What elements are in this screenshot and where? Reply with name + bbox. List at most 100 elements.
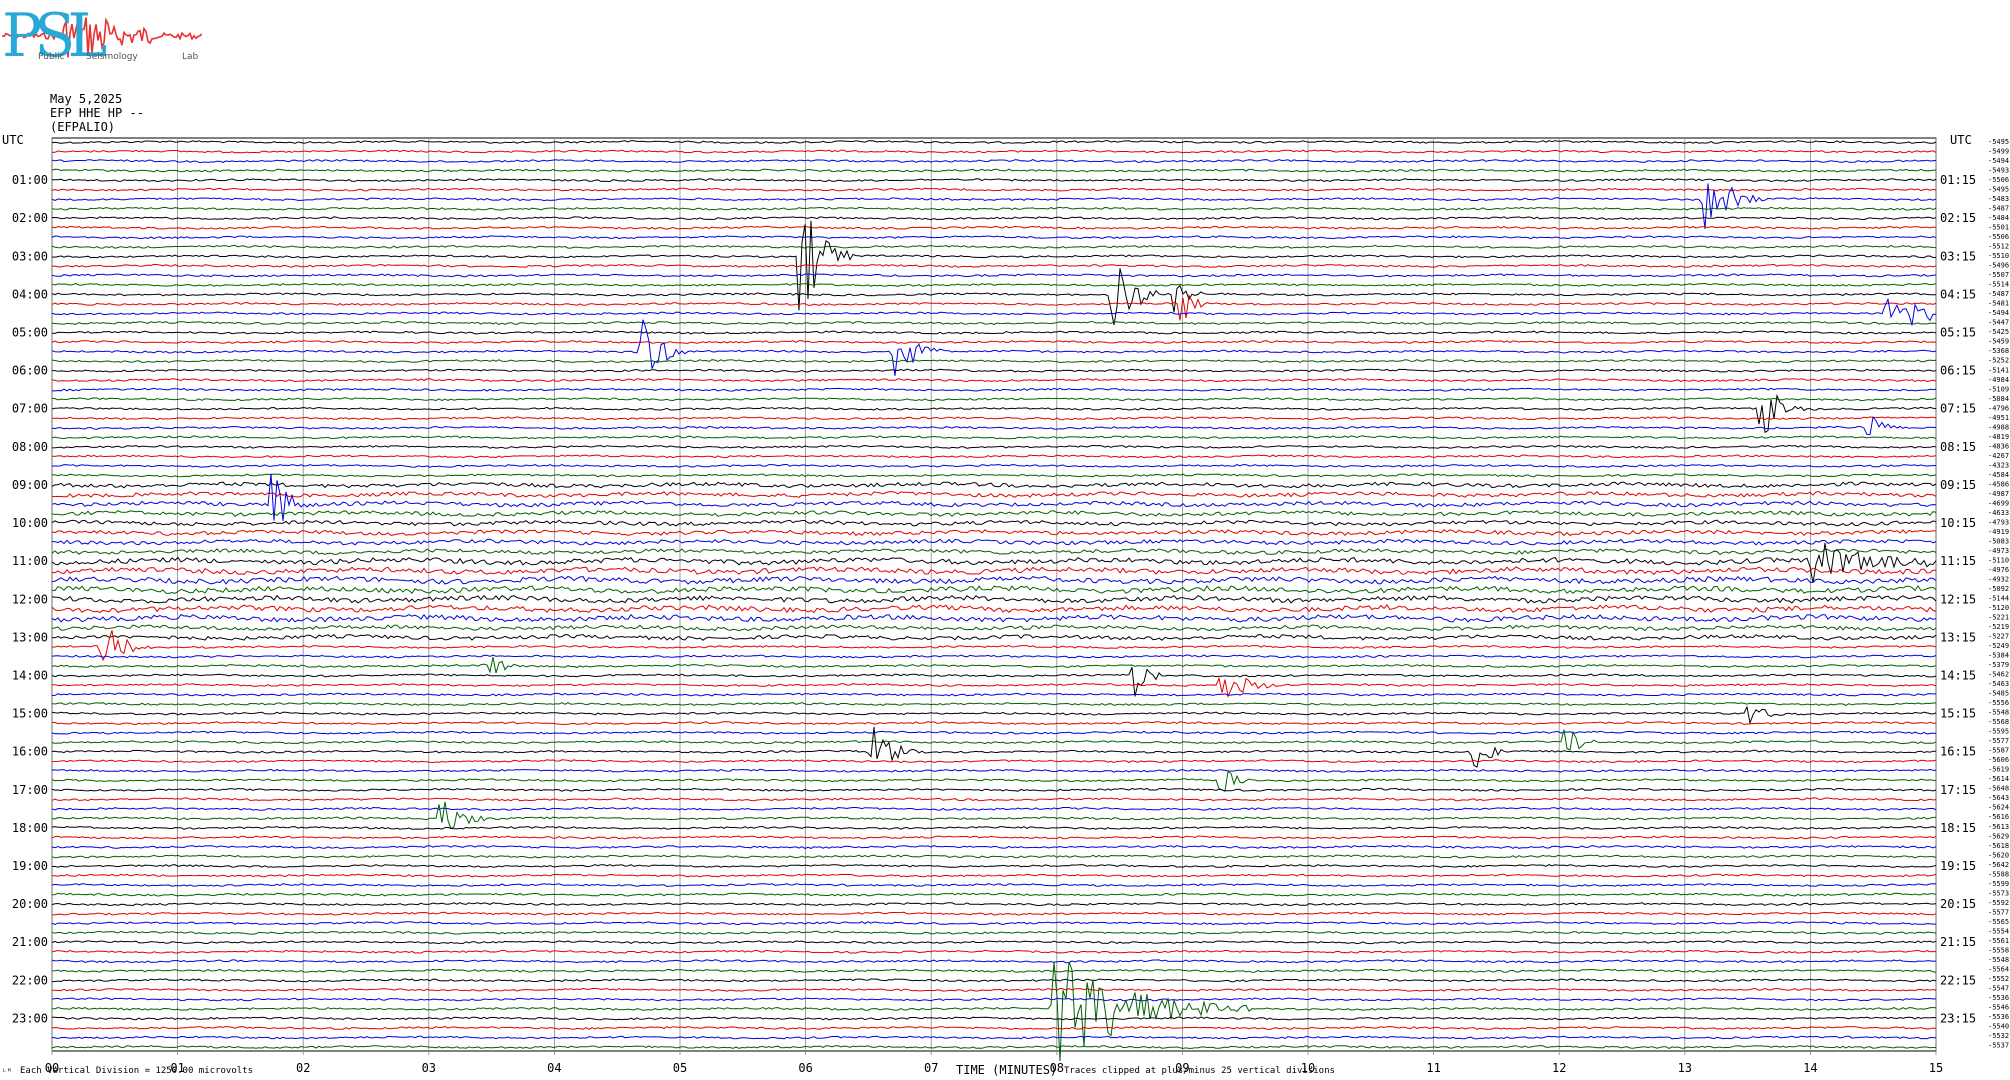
trace-offset-label: -5536 bbox=[1988, 994, 2009, 1002]
trace-offset-label: -5616 bbox=[1988, 813, 2009, 821]
x-tick-label: 10 bbox=[1301, 1061, 1315, 1075]
trace-offset-label: -5092 bbox=[1988, 585, 2009, 593]
trace-offset-label: -5565 bbox=[1988, 918, 2009, 926]
left-hour-label: 13:00 bbox=[12, 630, 48, 644]
logo-sub-left: Public bbox=[38, 52, 65, 62]
trace-offset-label: -5510 bbox=[1988, 252, 2009, 260]
right-hour-label: 20:15 bbox=[1940, 897, 1976, 911]
x-tick-label: 15 bbox=[1929, 1061, 1943, 1075]
psl-logo: PSL Public Seismology Lab bbox=[2, 2, 202, 72]
seismic-trace bbox=[51, 730, 1937, 735]
left-hour-label: 11:00 bbox=[12, 554, 48, 568]
right-hour-label: 23:15 bbox=[1940, 1011, 1976, 1025]
trace-offset-label: -4987 bbox=[1988, 490, 2009, 498]
trace-offset-label: -5483 bbox=[1988, 195, 2009, 203]
right-hour-label: 05:15 bbox=[1940, 326, 1976, 340]
seismic-trace bbox=[51, 921, 1936, 926]
seismic-trace bbox=[51, 319, 1937, 376]
seismic-trace bbox=[51, 797, 1937, 802]
right-hour-label: 02:15 bbox=[1940, 211, 1976, 225]
seismic-trace bbox=[51, 892, 1937, 897]
seismic-trace bbox=[51, 835, 1937, 840]
x-tick-label: 11 bbox=[1426, 1061, 1440, 1075]
trace-offset-label: -5368 bbox=[1988, 347, 2009, 355]
trace-offset-label: -4988 bbox=[1988, 423, 2009, 431]
seismic-trace bbox=[51, 519, 1937, 527]
trace-offset-label: -4976 bbox=[1988, 566, 2009, 574]
seismic-trace bbox=[51, 566, 1937, 576]
left-hour-label: 06:00 bbox=[12, 364, 48, 378]
trace-offset-label: -5494 bbox=[1988, 309, 2009, 317]
trace-offset-label: -4919 bbox=[1988, 528, 2009, 536]
right-hour-label: 13:15 bbox=[1940, 630, 1976, 644]
seismic-trace bbox=[51, 825, 1937, 830]
trace-offset-label: -5577 bbox=[1988, 737, 2009, 745]
seismic-trace bbox=[51, 729, 1937, 751]
trace-offset-label: -5463 bbox=[1988, 680, 2009, 688]
seismic-trace bbox=[51, 654, 1937, 659]
trace-offset-label: -5501 bbox=[1988, 224, 2009, 232]
header-date: May 5,2025 bbox=[50, 92, 123, 106]
trace-offset-label: -5599 bbox=[1988, 880, 2009, 888]
seismic-trace bbox=[51, 538, 1937, 546]
seismic-trace bbox=[51, 854, 1937, 859]
seismic-trace bbox=[51, 244, 1937, 249]
right-hour-label: 15:15 bbox=[1940, 707, 1976, 721]
seismic-trace bbox=[51, 397, 1937, 402]
left-hour-label: 20:00 bbox=[12, 897, 48, 911]
trace-offset-label: -5494 bbox=[1988, 157, 2009, 165]
seismic-trace bbox=[51, 997, 1937, 1002]
trace-offset-label: -4932 bbox=[1988, 575, 2009, 583]
trace-offset-label: -5540 bbox=[1988, 1022, 2009, 1030]
seismic-trace bbox=[51, 705, 1937, 725]
trace-offset-label: -5613 bbox=[1988, 823, 2009, 831]
clip-note: Traces clipped at plus/minus 25 vertical… bbox=[1064, 1066, 1335, 1076]
x-tick-label: 05 bbox=[673, 1061, 687, 1075]
trace-offset-label: -5592 bbox=[1988, 899, 2009, 907]
x-tick-label: 13 bbox=[1678, 1061, 1692, 1075]
header-station: (EFPALIO) bbox=[50, 120, 116, 134]
seismic-trace bbox=[52, 721, 1937, 726]
right-hour-label: 14:15 bbox=[1940, 668, 1976, 682]
right-hour-label: 19:15 bbox=[1940, 859, 1976, 873]
trace-offset-label: -4267 bbox=[1988, 452, 2009, 460]
seismic-trace bbox=[51, 273, 1937, 278]
trace-offset-label: -5499 bbox=[1988, 148, 2009, 156]
seismic-trace bbox=[51, 149, 1937, 154]
seismic-trace bbox=[51, 584, 1937, 595]
seismic-trace bbox=[51, 657, 1937, 674]
right-hour-label: 16:15 bbox=[1940, 745, 1976, 759]
trace-offset-label: -5548 bbox=[1988, 709, 2009, 717]
seismic-trace bbox=[51, 902, 1937, 907]
trace-offset-label: -5084 bbox=[1988, 395, 2009, 403]
trace-offset-label: -5425 bbox=[1988, 328, 2009, 336]
trace-offset-label: -5506 bbox=[1988, 233, 2009, 241]
seismic-trace bbox=[51, 667, 1937, 697]
x-tick-label: 14 bbox=[1803, 1061, 1817, 1075]
seismic-trace bbox=[52, 263, 1937, 268]
left-hour-label: 19:00 bbox=[12, 859, 48, 873]
seismic-trace bbox=[51, 168, 1937, 173]
trace-offset-label: -5485 bbox=[1988, 690, 2009, 698]
seismic-trace bbox=[51, 787, 1937, 792]
trace-offset-label: -4973 bbox=[1988, 547, 2009, 555]
seismic-trace bbox=[51, 806, 1937, 811]
trace-offset-label: -4323 bbox=[1988, 461, 2009, 469]
trace-offset-label: -5514 bbox=[1988, 281, 2009, 289]
seismic-trace bbox=[51, 542, 1937, 583]
x-tick-label: 04 bbox=[547, 1061, 561, 1075]
seismic-trace bbox=[51, 330, 1937, 335]
logo-wave-icon bbox=[2, 17, 202, 58]
trace-offset-label: -4584 bbox=[1988, 471, 2009, 479]
seismic-trace bbox=[51, 473, 1937, 478]
left-hour-label: 18:00 bbox=[12, 821, 48, 835]
seismic-trace bbox=[51, 416, 1937, 436]
seismic-trace bbox=[51, 633, 1937, 641]
trace-offset-label: -5384 bbox=[1988, 652, 2009, 660]
left-hour-label: 07:00 bbox=[12, 402, 48, 416]
seismic-trace bbox=[51, 613, 1937, 623]
seismic-trace bbox=[51, 491, 1937, 498]
trace-offset-label: -5552 bbox=[1988, 975, 2009, 983]
left-hour-label: 22:00 bbox=[12, 973, 48, 987]
trace-offset-label: -5462 bbox=[1988, 671, 2009, 679]
